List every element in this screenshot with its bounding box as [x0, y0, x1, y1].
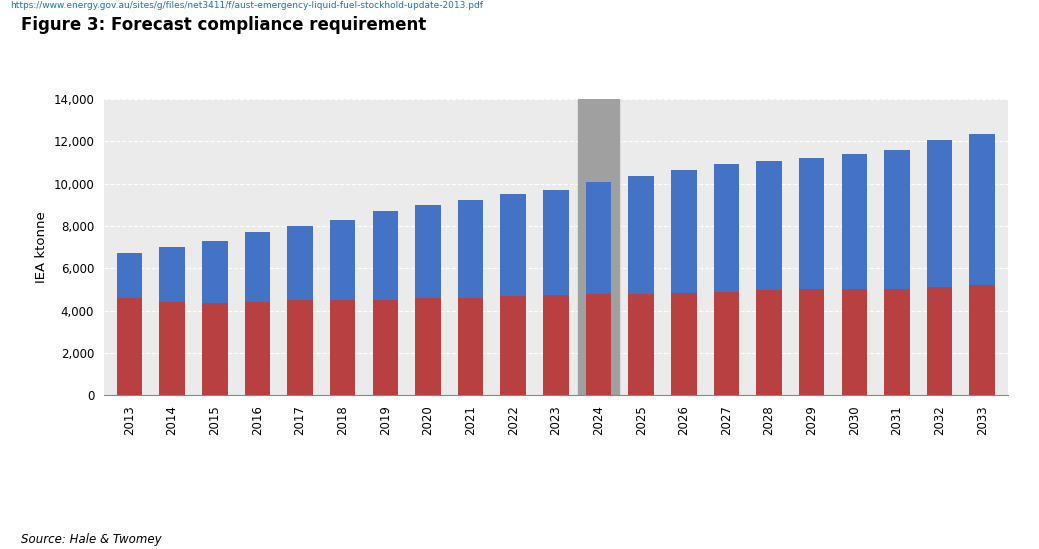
Bar [116, 254, 142, 298]
Bar [927, 140, 953, 287]
Bar [629, 176, 654, 294]
Bar [501, 194, 526, 296]
Bar [116, 298, 142, 395]
Bar [969, 285, 995, 395]
Bar [884, 150, 910, 289]
Bar [586, 294, 611, 395]
Bar [842, 289, 868, 395]
Bar [244, 232, 270, 302]
Bar [586, 182, 611, 294]
Bar [416, 205, 441, 298]
Bar [756, 161, 781, 290]
Bar [202, 240, 228, 303]
Bar [458, 298, 483, 395]
Y-axis label: IEA ktonne: IEA ktonne [34, 211, 48, 283]
Bar [714, 165, 739, 292]
Bar [671, 293, 696, 395]
Bar [578, 99, 619, 395]
Bar [543, 190, 568, 295]
Bar [373, 211, 398, 300]
Bar [329, 300, 355, 395]
Bar [543, 295, 568, 395]
Bar [756, 290, 781, 395]
Bar [202, 303, 228, 395]
Bar [373, 300, 398, 395]
Bar [329, 220, 355, 300]
Bar [842, 154, 868, 289]
Bar [927, 287, 953, 395]
Bar [671, 170, 696, 293]
Bar [629, 294, 654, 395]
Bar [416, 298, 441, 395]
Bar [884, 289, 910, 395]
Text: https://www.energy.gov.au/sites/g/files/net3411/f/aust-emergency-liquid-fuel-sto: https://www.energy.gov.au/sites/g/files/… [10, 1, 483, 9]
Bar [799, 289, 825, 395]
Bar [714, 292, 739, 395]
Bar [969, 134, 995, 285]
Bar [287, 226, 313, 300]
Bar [244, 302, 270, 395]
Bar [159, 302, 185, 395]
Bar [159, 247, 185, 302]
Bar [287, 300, 313, 395]
Text: Source: Hale & Twomey: Source: Hale & Twomey [21, 533, 161, 546]
Bar [501, 296, 526, 395]
Bar [799, 158, 825, 289]
Bar [458, 200, 483, 298]
Text: Figure 3: Forecast compliance requirement: Figure 3: Forecast compliance requiremen… [21, 16, 426, 35]
